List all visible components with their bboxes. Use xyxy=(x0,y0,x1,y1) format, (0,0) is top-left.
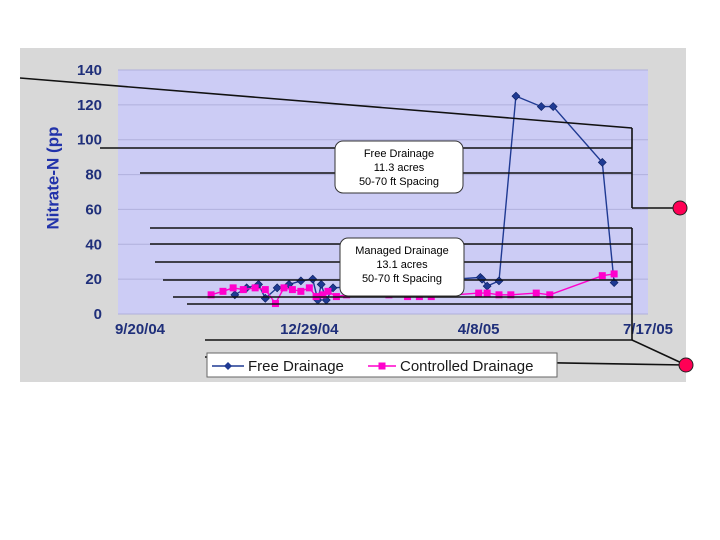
y-tick-label: 100 xyxy=(77,132,102,149)
data-point xyxy=(305,284,313,292)
data-point xyxy=(511,91,521,101)
annotation-text: Free Drainage xyxy=(364,148,434,160)
data-point xyxy=(546,291,554,299)
data-point xyxy=(297,287,305,295)
data-point xyxy=(507,291,515,299)
data-point xyxy=(532,289,540,297)
data-point xyxy=(324,287,332,295)
data-point xyxy=(261,286,269,294)
data-point xyxy=(475,289,483,297)
data-point xyxy=(280,284,288,292)
y-tick-label: 20 xyxy=(85,271,102,288)
series-line xyxy=(210,273,615,305)
data-point xyxy=(495,291,503,299)
data-point xyxy=(477,274,487,284)
callout-marker xyxy=(672,200,688,216)
y-tick-label: 60 xyxy=(85,201,102,218)
x-tick-label: 12/29/04 xyxy=(280,321,339,338)
data-point xyxy=(288,286,296,294)
legend-marker xyxy=(224,362,232,370)
annotation-text: 13.1 acres xyxy=(376,259,428,271)
free-drainage-annotation: Free Drainage 11.3 acres 50-70 ft Spacing xyxy=(334,140,464,194)
data-point xyxy=(308,274,318,284)
data-point xyxy=(316,279,326,289)
annotation-text: 50-70 ft Spacing xyxy=(359,176,439,188)
data-point xyxy=(229,284,237,292)
data-point xyxy=(319,291,327,299)
legend-label: Controlled Drainage xyxy=(400,358,533,375)
data-point xyxy=(272,283,282,293)
data-point xyxy=(207,291,215,299)
legend-marker xyxy=(378,362,386,370)
callout-marker xyxy=(678,357,694,373)
data-point xyxy=(610,270,618,278)
leader-line xyxy=(631,339,687,366)
legend: Free Drainage Controlled Drainage xyxy=(206,352,558,378)
y-tick-label: 0 xyxy=(94,306,102,323)
x-tick-label: 9/20/04 xyxy=(115,321,166,338)
y-tick-label: 40 xyxy=(85,236,102,253)
data-point xyxy=(598,272,606,280)
y-tick-label: 80 xyxy=(85,167,102,184)
legend-label: Free Drainage xyxy=(248,358,344,375)
annotation-box xyxy=(339,237,465,297)
annotation-text: 11.3 acres xyxy=(374,162,425,174)
y-axis-ticks: 140 120 100 80 60 40 20 0 xyxy=(77,62,102,323)
data-point xyxy=(597,157,607,167)
leader-line xyxy=(19,77,633,129)
data-point xyxy=(219,287,227,295)
x-tick-label: 7/17/05 xyxy=(623,321,673,338)
y-tick-label: 120 xyxy=(77,97,102,114)
annotation-text: Managed Drainage xyxy=(355,245,449,257)
data-point xyxy=(251,284,259,292)
data-point xyxy=(483,289,491,297)
annotation-box xyxy=(334,140,464,194)
managed-drainage-annotation: Managed Drainage 13.1 acres 50-70 ft Spaci… xyxy=(339,237,465,297)
annotation-text: 50-70 ft Spacing xyxy=(362,273,442,285)
data-point xyxy=(536,102,546,112)
data-point xyxy=(239,286,247,294)
x-tick-label: 4/8/05 xyxy=(458,321,500,338)
y-tick-label: 140 xyxy=(77,62,102,79)
y-axis-label: Nitrate-N (pp xyxy=(43,127,62,230)
x-axis-ticks: 9/20/04 12/29/04 4/8/05 7/17/05 xyxy=(115,321,673,338)
data-point xyxy=(548,102,558,112)
